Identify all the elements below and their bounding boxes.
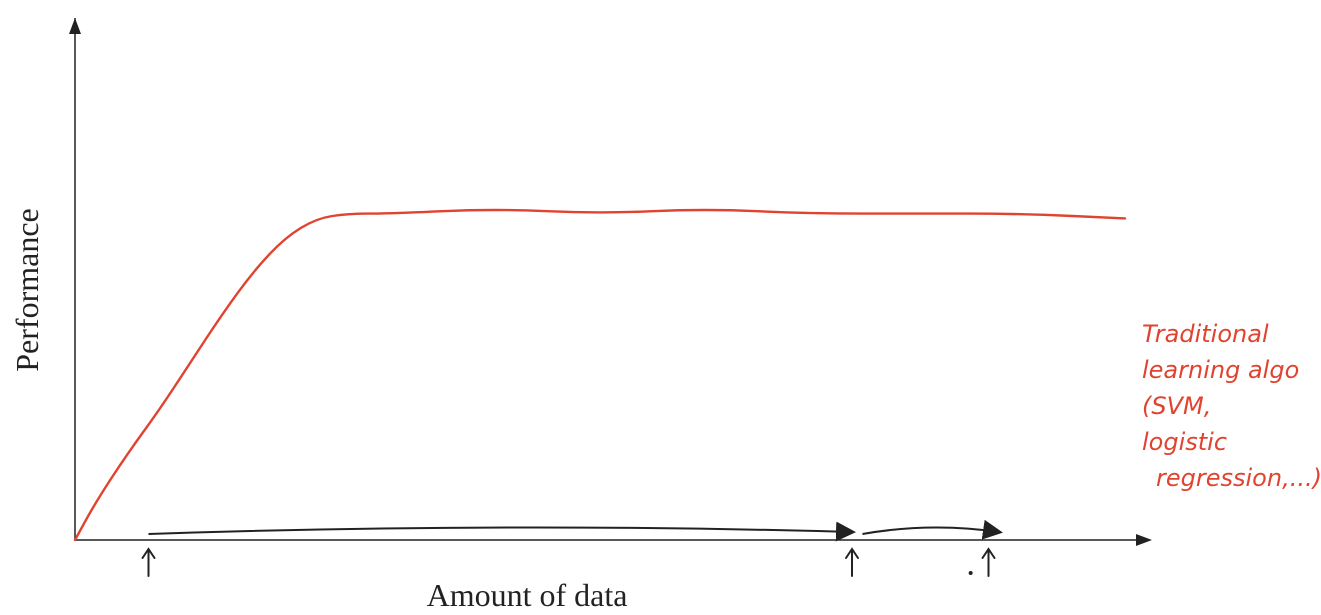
annotation-up-arrow bbox=[845, 547, 859, 577]
annotation bbox=[141, 519, 1003, 577]
series-label-line: regression,...) bbox=[1156, 464, 1321, 492]
annotation-dot bbox=[968, 571, 973, 575]
x-axis-arrow bbox=[1136, 534, 1152, 546]
series-label-line: (SVM, bbox=[1142, 392, 1211, 420]
axes bbox=[69, 18, 1152, 546]
series-label-line: logistic bbox=[1142, 428, 1227, 456]
annotation-arrow-segment bbox=[862, 519, 1003, 540]
series-label: Traditional learning algo (SVM, logistic reg… bbox=[1142, 320, 1321, 492]
series-label-line: Traditional bbox=[1142, 320, 1269, 348]
annotation-up-arrow bbox=[981, 547, 996, 577]
y-axis-arrow bbox=[69, 18, 81, 34]
annotation-arrow-segment bbox=[148, 521, 856, 542]
y-axis-label: Performance bbox=[9, 208, 45, 371]
series-label-line: learning algo bbox=[1142, 356, 1299, 384]
x-axis-label: Amount of data bbox=[427, 577, 628, 613]
series-line-traditional bbox=[73, 208, 1127, 542]
annotation-up-arrow bbox=[141, 547, 156, 577]
